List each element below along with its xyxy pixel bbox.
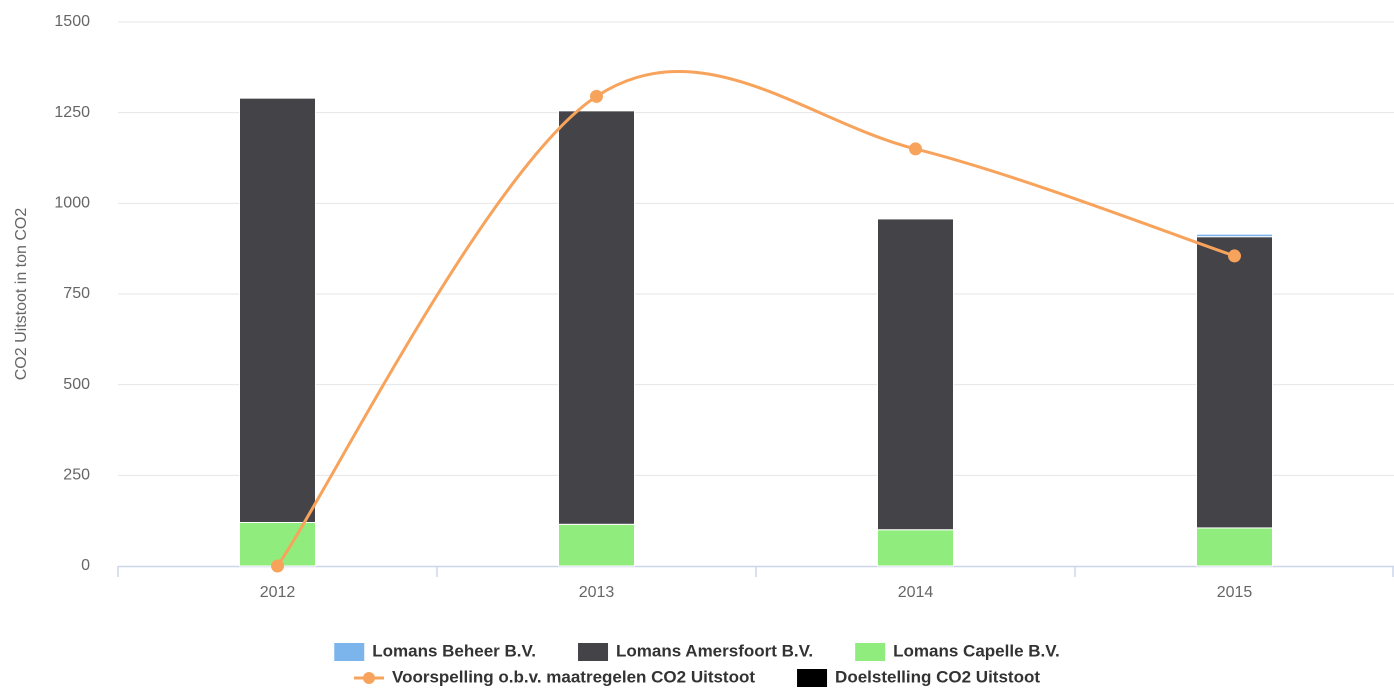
y-tick-label: 750	[63, 285, 90, 302]
legend-symbol	[797, 669, 828, 687]
y-axis-title: CO2 Uitstoot in ton CO2	[13, 208, 30, 381]
bar-segment	[558, 523, 635, 567]
y-tick-label: 500	[63, 376, 90, 393]
bar-segment	[1196, 527, 1273, 567]
legend-label: Lomans Amersfoort B.V.	[616, 641, 813, 660]
legend-label: Lomans Beheer B.V.	[372, 641, 536, 660]
y-tick-label: 1250	[54, 104, 90, 121]
bar-segment	[877, 218, 954, 531]
legend-symbol	[855, 643, 886, 661]
y-tick-label: 0	[81, 557, 90, 574]
x-tick-label: 2013	[579, 584, 615, 601]
bar-segment	[1196, 233, 1273, 238]
y-tick-label: 1000	[54, 195, 90, 212]
line-point	[909, 142, 922, 156]
y-tick-label: 1500	[54, 13, 90, 30]
bar-segment	[239, 521, 316, 567]
legend-row: Lomans Beheer B.V. Lomans Amersfoort B.V.…	[334, 641, 1060, 661]
legend-symbol	[334, 643, 365, 661]
y-tick-label: 250	[63, 467, 90, 484]
bar-segment	[558, 110, 635, 525]
legend-symbol	[578, 643, 609, 661]
line-point	[1228, 249, 1241, 263]
x-tick-label: 2012	[260, 584, 296, 601]
x-tick-label: 2014	[898, 584, 934, 601]
legend-label: Lomans Capelle B.V.	[893, 641, 1060, 660]
legend-row: Voorspelling o.b.v. maatregelen CO2 Uits…	[353, 667, 1040, 687]
bar-segment	[1196, 236, 1273, 529]
bar-segment	[239, 97, 316, 523]
line-point	[271, 559, 284, 573]
legend-symbol	[362, 672, 375, 684]
bar-segment	[877, 529, 954, 567]
line	[276, 69, 1235, 567]
legend-label: Voorspelling o.b.v. maatregelen CO2 Uits…	[392, 667, 755, 686]
line-point	[590, 89, 603, 103]
x-tick-label: 2015	[1217, 584, 1253, 601]
legend-label: Doelstelling CO2 Uitstoot	[835, 667, 1040, 686]
